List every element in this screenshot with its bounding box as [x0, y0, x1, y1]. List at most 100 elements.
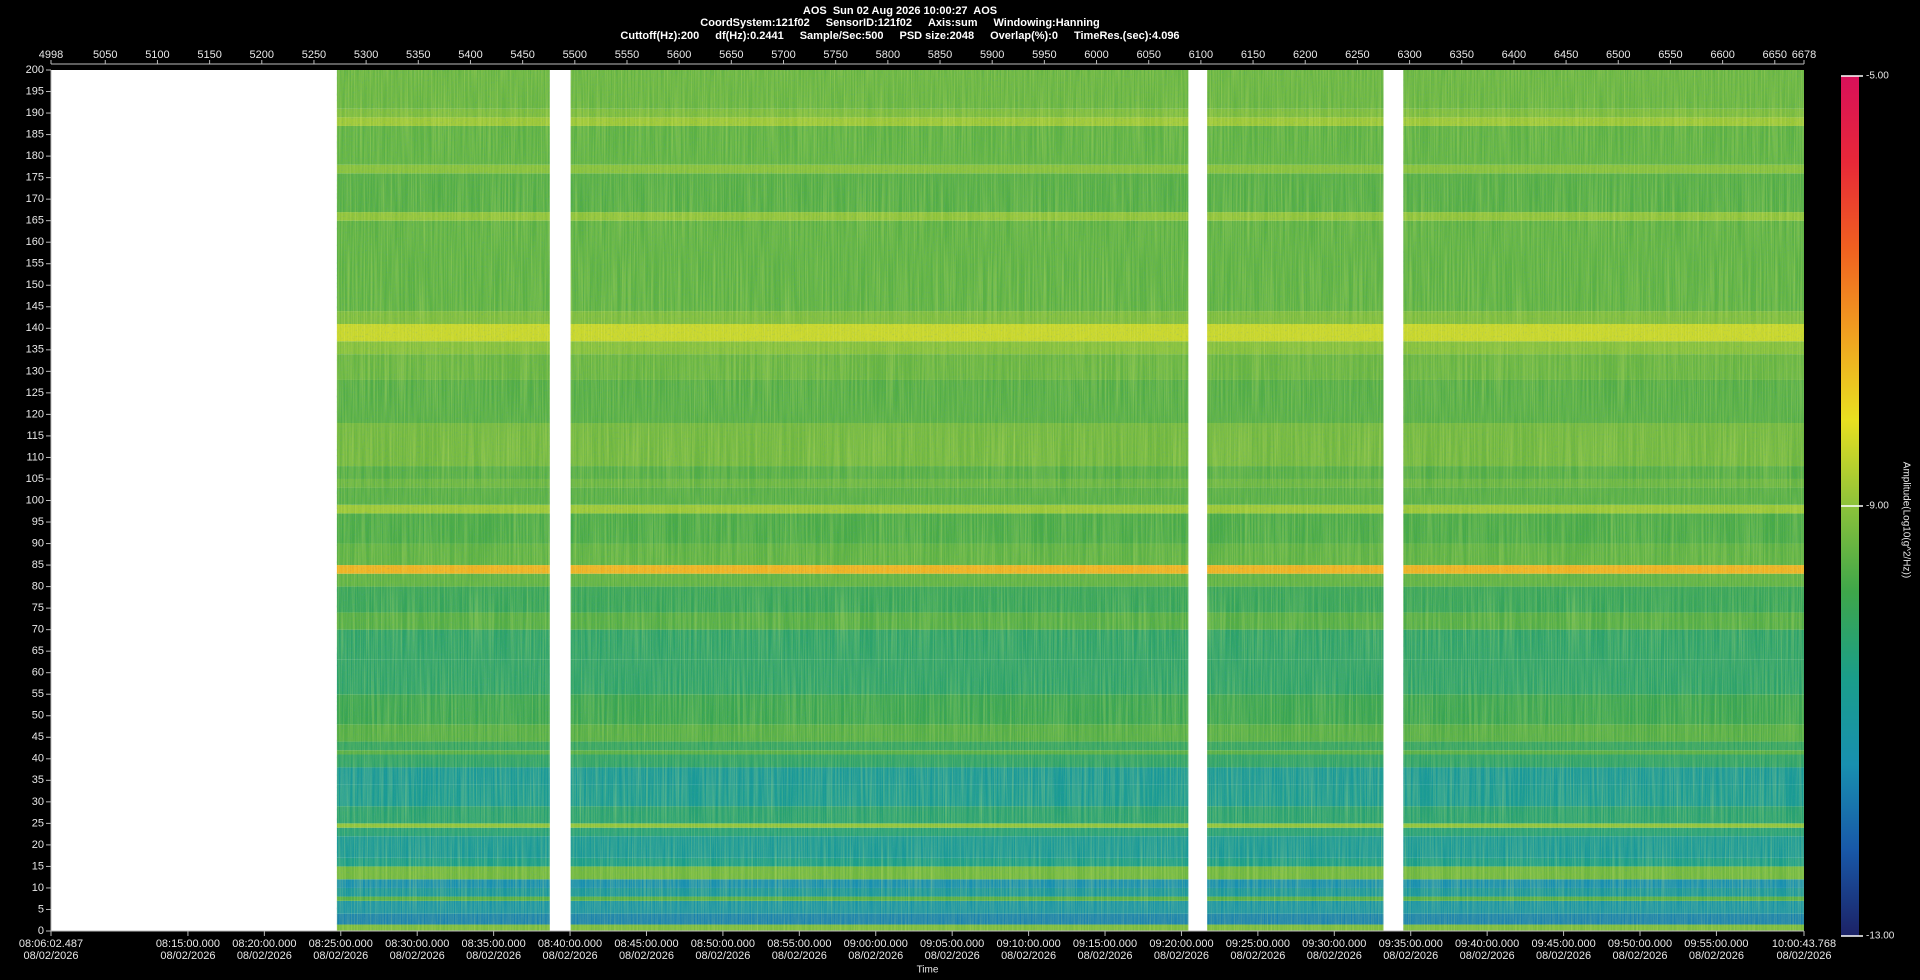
x-tick-label: 08:55:00.000: [767, 938, 831, 950]
x-tick-label: 09:15:00.000: [1073, 938, 1137, 950]
y-tick-label: 25: [32, 817, 44, 829]
x2-tick-label: 6200: [1293, 49, 1317, 61]
x-tick-date: 08/02/2026: [390, 950, 445, 962]
y-tick-label: 195: [26, 85, 44, 97]
y-tick-label: 10: [32, 882, 44, 894]
header-item: Cuttoff(Hz):200: [620, 30, 700, 42]
header-item: Sample/Sec:500: [799, 30, 884, 42]
colorbar-tick-label: -13.00: [1866, 931, 1895, 942]
colorbar-tick-label: -9.00: [1866, 501, 1889, 512]
x-tick-label: 10:00:43.768: [1772, 938, 1836, 950]
x2-tick-label: 6450: [1554, 49, 1578, 61]
y-tick-label: 160: [26, 236, 44, 248]
x-tick-label: 09:35:00.000: [1379, 938, 1443, 950]
x-tick-date: 08/02/2026: [1230, 950, 1285, 962]
y-tick-label: 20: [32, 839, 44, 851]
x-tick-label: 08:25:00.000: [309, 938, 373, 950]
y-tick-label: 60: [32, 667, 44, 679]
y-tick-label: 105: [26, 473, 44, 485]
y-tick-label: 80: [32, 581, 44, 593]
x2-tick-label: 5300: [354, 49, 378, 61]
y-tick-label: 155: [26, 258, 44, 270]
texture: [336, 70, 550, 931]
x2-tick-label: 5400: [458, 49, 482, 61]
x-tick-label: 08:45:00.000: [614, 938, 678, 950]
header-item: df(Hz):0.2441: [715, 30, 784, 42]
x-tick-label: 09:10:00.000: [996, 938, 1060, 950]
y-tick-label: 70: [32, 624, 44, 636]
y-tick-label: 185: [26, 128, 44, 140]
texture: [1403, 70, 1804, 931]
x-tick-label: 09:25:00.000: [1226, 938, 1290, 950]
x2-tick-label: 5050: [93, 49, 117, 61]
x-tick-label: 08:15:00.000: [156, 938, 220, 950]
x2-tick-label: 5350: [406, 49, 430, 61]
x-tick-label: 09:40:00.000: [1455, 938, 1519, 950]
y-tick-label: 85: [32, 559, 44, 571]
x2-tick-label: 6600: [1710, 49, 1734, 61]
y-tick-label: 75: [32, 602, 44, 614]
header-item: Overlap(%):0: [990, 30, 1058, 42]
x-tick-label: 08:30:00.000: [385, 938, 449, 950]
y-tick-label: 110: [26, 451, 44, 463]
x-tick-label: 08:35:00.000: [462, 938, 526, 950]
y-tick-label: 175: [26, 172, 44, 184]
y-tick-label: 180: [26, 150, 44, 162]
x-tick-date: 08/02/2026: [543, 950, 598, 962]
header-line: CoordSystem:121f02 SensorID:121f02 Axis:su…: [0, 17, 1800, 29]
x2-tick-label: 6400: [1502, 49, 1526, 61]
x2-tick-label: 5800: [876, 49, 900, 61]
x2-tick-label: 6100: [1189, 49, 1213, 61]
y-tick-label: 150: [26, 279, 44, 291]
x2-tick-label: 5450: [510, 49, 534, 61]
x2-tick-label: 6650: [1763, 49, 1787, 61]
y-tick-label: 55: [32, 688, 44, 700]
spectrogram-segment: [1207, 70, 1384, 931]
x-tick-date: 08/02/2026: [313, 950, 368, 962]
x-tick-label: 08:50:00.000: [691, 938, 755, 950]
texture: [1207, 70, 1384, 931]
x2-tick-label: 5600: [667, 49, 691, 61]
x2-tick-label: 5850: [928, 49, 952, 61]
x-tick-label: 09:20:00.000: [1149, 938, 1213, 950]
x-tick-date: 08/02/2026: [619, 950, 674, 962]
y-tick-label: 165: [26, 215, 44, 227]
y-tick-label: 140: [26, 322, 44, 334]
y-tick-label: 65: [32, 645, 44, 657]
x2-tick-label: 5950: [1032, 49, 1056, 61]
colorbar-label: Amplitude(Log10(g^2/Hz)): [1900, 462, 1911, 578]
texture: [570, 70, 1189, 931]
x-tick-label: 08:20:00.000: [232, 938, 296, 950]
x2-tick-label: 6350: [1450, 49, 1474, 61]
x-tick-date: 08/02/2026: [1383, 950, 1438, 962]
header-line: Cuttoff(Hz):200 df(Hz):0.2441 Sample/Sec:5…: [0, 30, 1800, 42]
x-tick-label: 08:06:02.487: [19, 938, 83, 950]
x2-tick-label: 5250: [302, 49, 326, 61]
x-tick-date: 08/02/2026: [1460, 950, 1515, 962]
x2-tick-label: 6500: [1606, 49, 1630, 61]
y-tick-label: 170: [26, 193, 44, 205]
y-tick-label: 125: [26, 387, 44, 399]
header-title: AOS Sun 02 Aug 2026 10:00:27 AOS: [0, 5, 1800, 17]
x-tick-label: 08:40:00.000: [538, 938, 602, 950]
x-tick-label: 09:45:00.000: [1531, 938, 1595, 950]
x2-tick-label: 5200: [250, 49, 274, 61]
x-tick-date: 08/02/2026: [1077, 950, 1132, 962]
x-tick-date: 08/02/2026: [1612, 950, 1667, 962]
x-tick-date: 08/02/2026: [1307, 950, 1362, 962]
header-item: CoordSystem:121f02: [700, 17, 810, 29]
x-tick-date: 08/02/2026: [160, 950, 215, 962]
y-tick-label: 30: [32, 796, 44, 808]
y-tick-label: 120: [26, 408, 44, 420]
x-tick-date: 08/02/2026: [237, 950, 292, 962]
title: AOS Sun 02 Aug 2026 10:00:27 AOS: [802, 5, 998, 17]
x-tick-date: 08/02/2026: [1536, 950, 1591, 962]
x-tick-date: 08/02/2026: [23, 950, 78, 962]
header-item: Windowing:Hanning: [993, 17, 1100, 29]
y-tick-label: 200: [26, 64, 44, 76]
y-tick-label: 5: [38, 903, 44, 915]
x-tick-label: 09:30:00.000: [1302, 938, 1366, 950]
x-axis-label: Time: [917, 965, 939, 976]
